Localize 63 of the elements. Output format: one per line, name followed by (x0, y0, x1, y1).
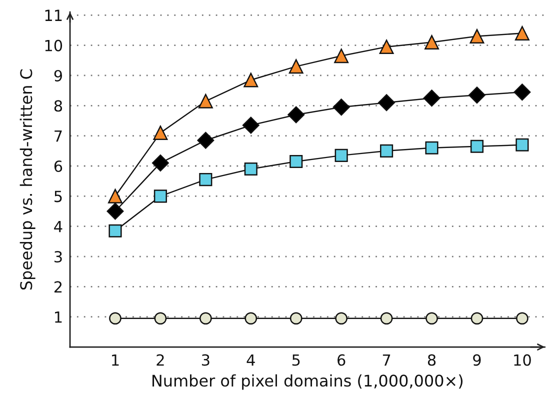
point (109, 312, 122, 325)
y-tick-label: 1 (55, 312, 62, 323)
point (424, 35, 439, 50)
x-tick-label: 7 (382, 354, 390, 366)
y-axis-title: Speedup vs. hand-written C (20, 69, 36, 290)
point (244, 72, 258, 88)
point (108, 188, 122, 204)
x-tick-label: 2 (156, 354, 164, 366)
point (199, 312, 212, 325)
point (154, 312, 167, 325)
y-tick-label: 9 (54, 70, 62, 82)
point (154, 190, 167, 203)
point (379, 40, 394, 54)
point (426, 312, 438, 325)
point (516, 312, 528, 325)
point (335, 312, 348, 325)
point (470, 312, 484, 325)
x-tick-label: 10 (514, 354, 531, 366)
point (334, 48, 349, 64)
y-tick-label: 6 (54, 160, 62, 172)
point (423, 90, 440, 107)
point (197, 132, 214, 149)
point (514, 26, 530, 40)
point (152, 154, 169, 172)
y-tick-label: 3 (54, 250, 62, 263)
point (199, 173, 212, 186)
point (244, 162, 258, 176)
x-tick-label: 4 (246, 354, 255, 366)
point (378, 94, 396, 112)
point (425, 141, 438, 154)
point (106, 202, 124, 220)
x-tick-label: 6 (338, 354, 346, 366)
x-tick-label: 9 (473, 354, 481, 366)
point (198, 94, 213, 108)
point (380, 312, 393, 325)
point (334, 148, 348, 162)
y-tick-label: 2 (54, 281, 62, 292)
point (242, 116, 260, 134)
point (108, 224, 122, 238)
point (290, 154, 303, 168)
point (470, 140, 484, 153)
y-tick-label: 4 (54, 221, 62, 232)
y-tick-label: 5 (54, 190, 62, 202)
x-tick-label: 5 (292, 354, 300, 366)
point (516, 138, 529, 152)
point (332, 98, 350, 116)
point (470, 29, 484, 44)
x-tick-label: 3 (202, 354, 210, 366)
point (153, 126, 168, 140)
y-tick-label: 10 (45, 40, 62, 52)
y-tick-label: 7 (54, 130, 62, 142)
point (468, 86, 486, 104)
x-axis-title: Number of pixel domains (1,000,000×) (152, 374, 463, 390)
x-tick-label: 8 (428, 354, 436, 366)
y-tick-label: 8 (54, 100, 62, 112)
point (288, 59, 304, 74)
point (290, 312, 302, 325)
x-tick-label: 1 (112, 354, 119, 366)
point (244, 312, 258, 325)
y-tick-label: 11 (45, 10, 62, 21)
point (514, 84, 531, 101)
point (288, 106, 305, 124)
point (380, 144, 394, 158)
